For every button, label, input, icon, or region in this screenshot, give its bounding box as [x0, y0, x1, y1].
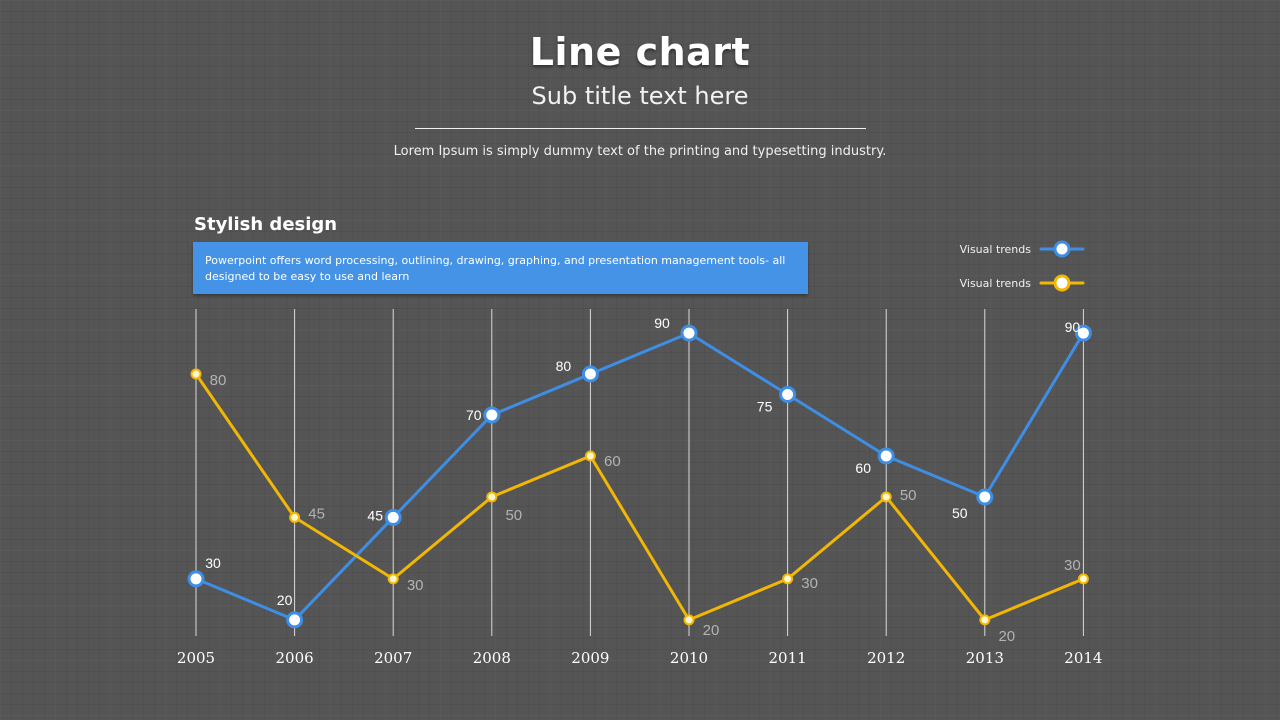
yellow-label-2006: 45 — [308, 505, 325, 522]
yellow-label-2013: 20 — [998, 628, 1015, 645]
description-box: Powerpoint offers word processing, outli… — [193, 242, 808, 294]
yellow-point-2008 — [486, 491, 498, 503]
blue-point-2005 — [187, 570, 205, 588]
x-tick-2011: 2011 — [769, 649, 807, 667]
yellow-point-2005 — [190, 368, 202, 380]
yellow-label-2007: 30 — [407, 577, 424, 594]
yellow-point-2009 — [584, 450, 596, 462]
x-tick-2012: 2012 — [867, 649, 905, 667]
blue-label-2011: 75 — [757, 399, 773, 415]
yellow-point-2010 — [683, 614, 695, 626]
blue-label-2013: 50 — [952, 505, 968, 521]
yellow-point-2012 — [880, 491, 892, 503]
slide-title: Line chart — [529, 30, 751, 74]
x-tick-2013: 2013 — [966, 649, 1004, 667]
legend-label-2: Visual trends — [960, 277, 1032, 290]
blue-label-2007: 45 — [367, 507, 383, 523]
blue-point-2014 — [1074, 324, 1092, 342]
x-tick-2006: 2006 — [276, 649, 314, 667]
blue-label-2012: 60 — [855, 460, 871, 476]
series-line-1 — [194, 331, 1085, 622]
x-tick-2010: 2010 — [670, 649, 708, 667]
blue-label-2010: 90 — [654, 315, 670, 331]
blue-label-2014: 90 — [1065, 319, 1081, 335]
yellow-label-2011: 30 — [801, 575, 818, 592]
data-labels: 30 20 45 70 80 90 75 60 50 90 80 45 30 50 60 20 30 50 20 30 — [205, 315, 1081, 645]
legend-label-1: Visual trends — [960, 243, 1032, 256]
x-tick-2005: 2005 — [177, 649, 215, 667]
series-line-2 — [194, 372, 1085, 622]
blue-point-2010 — [680, 324, 698, 342]
x-tick-2014: 2014 — [1064, 649, 1102, 667]
blue-label-2009: 80 — [556, 358, 572, 374]
series-lines — [194, 331, 1085, 622]
x-tick-2007: 2007 — [374, 649, 412, 667]
series-points — [187, 324, 1092, 629]
x-axis-labels: 2005 2006 2007 2008 2009 2010 2011 2012 2013 2014 — [177, 649, 1103, 667]
yellow-label-2005: 80 — [210, 372, 227, 389]
yellow-point-2007 — [387, 573, 399, 585]
blue-label-2006: 20 — [277, 592, 293, 608]
section-title: Stylish design — [194, 214, 338, 235]
x-tick-2009: 2009 — [571, 649, 609, 667]
yellow-point-2014 — [1077, 573, 1089, 585]
blue-point-2012 — [877, 447, 895, 465]
yellow-label-2008: 50 — [505, 507, 522, 524]
yellow-point-2013 — [979, 614, 991, 626]
yellow-point-2006 — [289, 511, 301, 523]
yellow-label-2014: 30 — [1064, 557, 1081, 574]
title-divider — [415, 128, 866, 129]
legend-marker-2 — [1053, 274, 1071, 292]
slide-tagline: Lorem Ipsum is simply dummy text of the … — [393, 144, 887, 159]
blue-label-2005: 30 — [205, 555, 221, 571]
blue-point-2009 — [581, 365, 599, 383]
yellow-point-2011 — [782, 573, 794, 585]
chart-legend: Visual trends Visual trends — [960, 240, 1085, 292]
blue-point-2013 — [976, 488, 994, 506]
yellow-label-2012: 50 — [900, 487, 917, 504]
yellow-label-2009: 60 — [604, 453, 621, 470]
legend-marker-1 — [1053, 240, 1071, 258]
blue-point-2011 — [779, 386, 797, 404]
blue-point-2008 — [483, 406, 501, 424]
grid-lines — [195, 309, 1084, 636]
blue-point-2006 — [286, 611, 304, 629]
slide-subtitle: Sub title text here — [531, 82, 749, 110]
blue-label-2008: 70 — [466, 407, 482, 423]
blue-point-2007 — [384, 508, 402, 526]
yellow-label-2010: 20 — [703, 622, 720, 639]
x-tick-2008: 2008 — [473, 649, 511, 667]
description-text: Powerpoint offers word processing, outli… — [205, 254, 786, 283]
